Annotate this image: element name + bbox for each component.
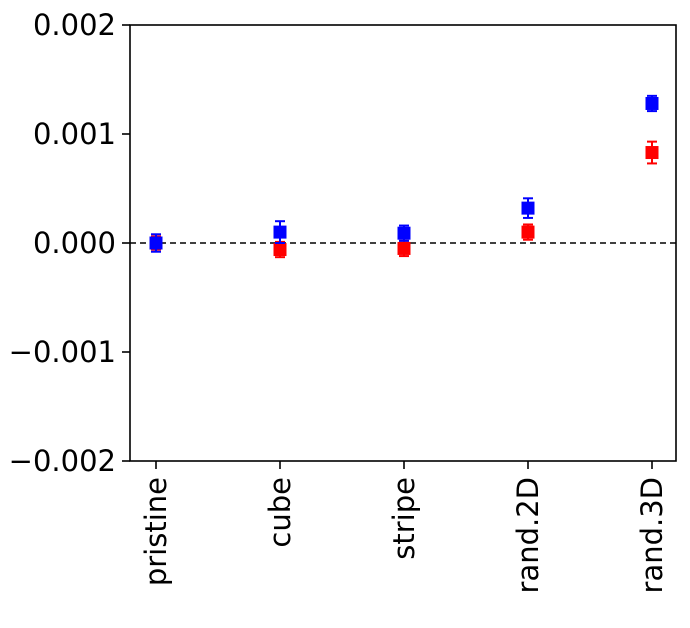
- y-tick-label: 0.001: [33, 117, 116, 151]
- x-tick-label: stripe: [387, 477, 421, 560]
- x-tick-label: pristine: [139, 477, 173, 586]
- x-tick-label: cube: [263, 477, 297, 548]
- x-tick-label: rand.2D: [511, 477, 545, 593]
- y-tick-label: 0.000: [33, 226, 116, 260]
- x-axis: pristine cube stripe rand.2D rand.3D: [139, 461, 669, 593]
- data-point-marker: [273, 225, 287, 239]
- data-point-marker: [273, 243, 287, 257]
- data-point-marker: [149, 236, 163, 250]
- y-tick-label: 0.002: [33, 8, 116, 42]
- y-tick-label: −0.001: [9, 335, 116, 369]
- data-point-marker: [397, 241, 411, 255]
- data-point-marker: [521, 225, 535, 239]
- data-point-marker: [521, 201, 535, 215]
- data-point-marker: [645, 96, 659, 110]
- plot-area: [129, 24, 677, 462]
- y-axis: 0.002 0.001 0.000 −0.001 −0.002: [9, 8, 130, 478]
- y-tick-label: −0.002: [9, 444, 116, 478]
- x-tick-label: rand.3D: [635, 477, 669, 593]
- data-point-marker: [645, 146, 659, 160]
- data-point-marker: [397, 226, 411, 240]
